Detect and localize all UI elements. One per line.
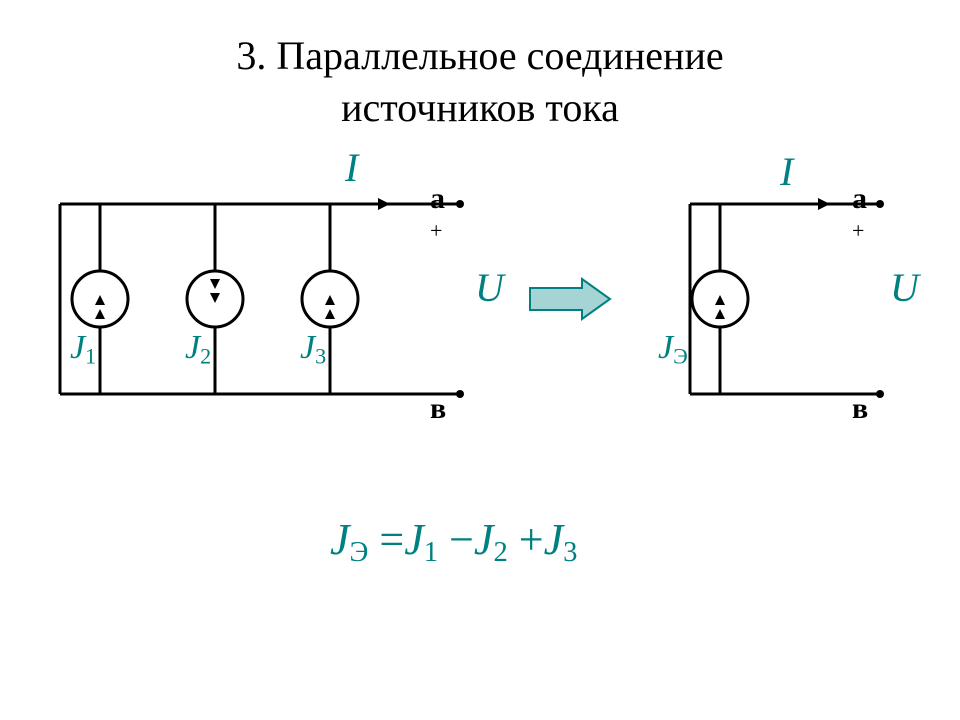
J1-label: J1 [70,329,96,370]
right-I-label: I [780,148,793,195]
right-plus: + [852,218,864,244]
left-U-label: U [475,264,504,311]
formula: JЭ =J1 −J2 +J3 [330,514,577,569]
title-line2: источников тока [341,85,619,130]
left-terminal-a: а [430,182,445,216]
right-terminal-a: а [852,182,867,216]
Je-label: JЭ [658,329,688,370]
left-plus: + [430,218,442,244]
J2-label: J2 [185,329,211,370]
title-line1: 3. Параллельное соединение [236,33,723,78]
right-terminal-b: в [852,392,868,426]
left-terminal-b: в [430,392,446,426]
circuit-svg [0,134,960,694]
diagram-stage: I а + U в J1 J2 J3 I а + U в JЭ JЭ =J1 −… [0,134,960,694]
J3-label: J3 [300,329,326,370]
right-U-label: U [890,264,919,311]
left-I-label: I [345,144,358,191]
